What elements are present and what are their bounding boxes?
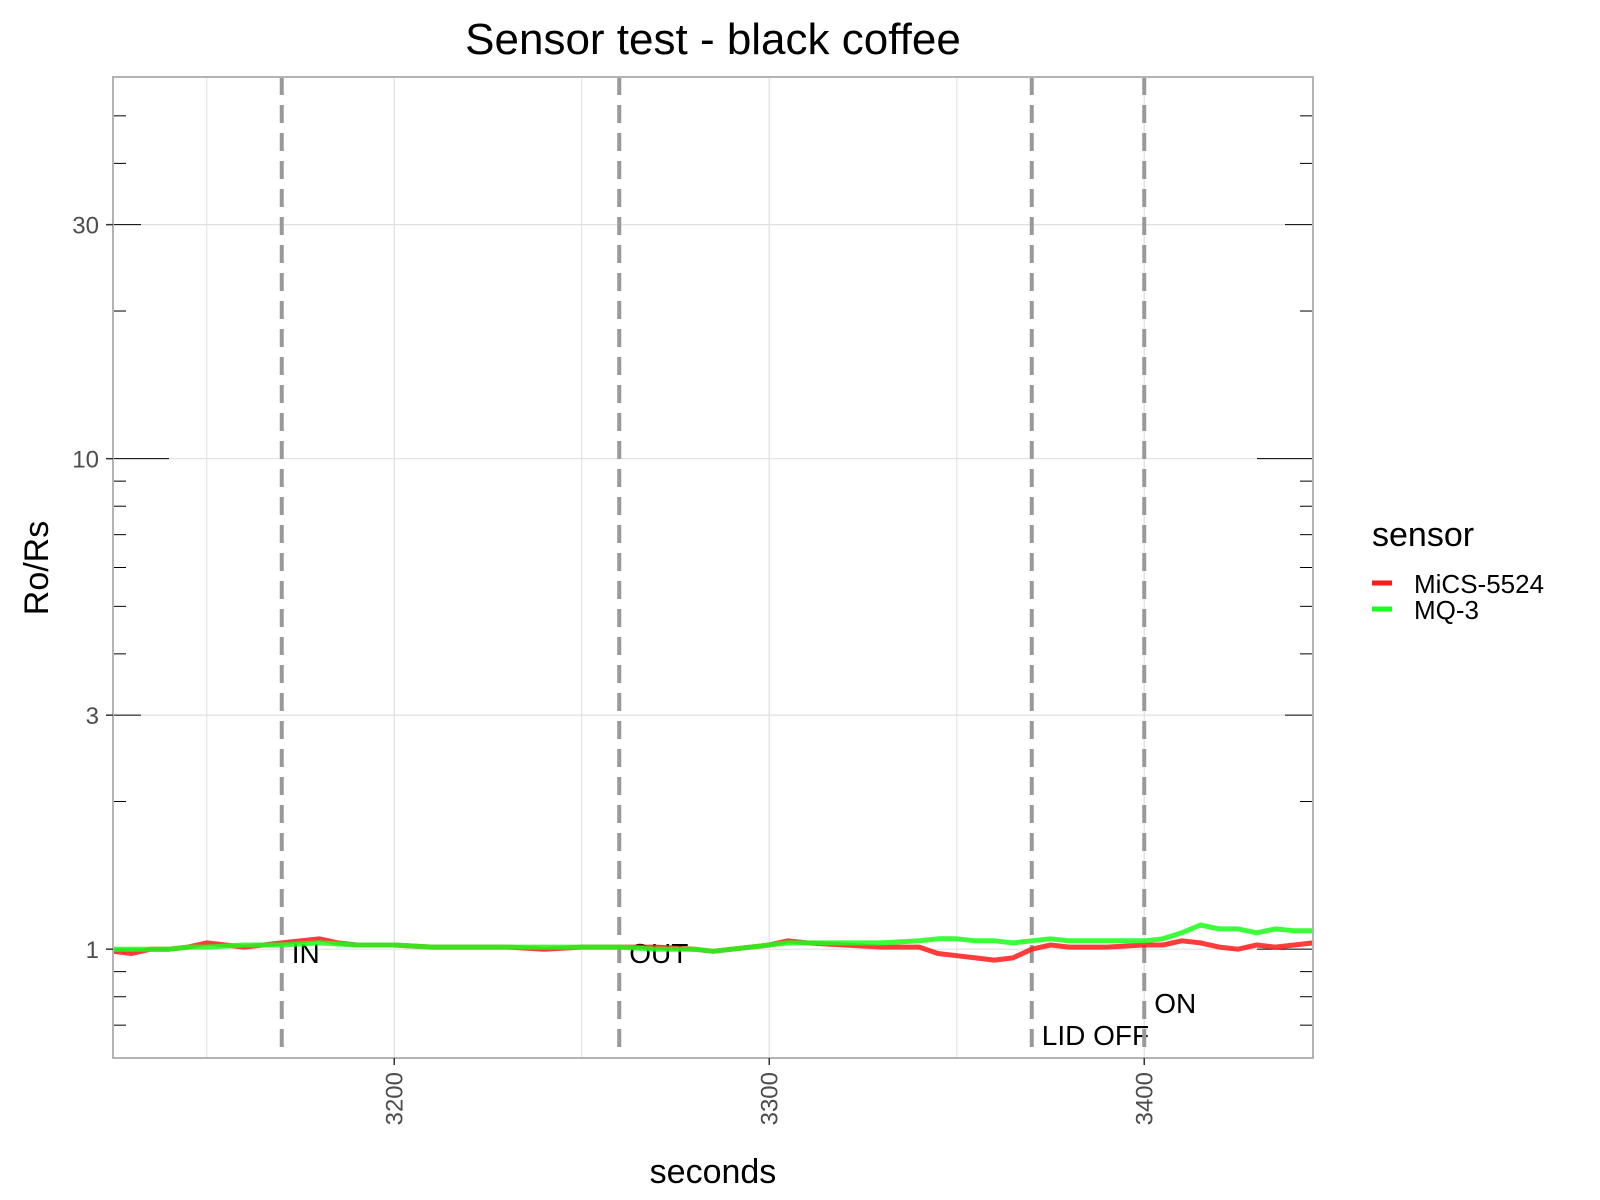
x-tick-labels: 3200 3300 3400 bbox=[381, 1058, 1158, 1125]
y-tick-label: 10 bbox=[72, 447, 99, 474]
y-axis-title: Ro/Rs bbox=[18, 521, 56, 615]
y-tick-label: 3 bbox=[86, 703, 99, 730]
series-line-mq-3 bbox=[113, 922, 1313, 954]
x-tick-label: 3300 bbox=[756, 1072, 783, 1125]
x-tick-label: 3400 bbox=[1131, 1072, 1158, 1125]
legend-title: sensor bbox=[1372, 516, 1474, 554]
legend-label: MQ-3 bbox=[1414, 595, 1479, 625]
x-axis-title: seconds bbox=[650, 1153, 777, 1191]
chart-title: Sensor test - black coffee bbox=[465, 15, 961, 64]
panel-border bbox=[112, 76, 1314, 1059]
x-tick-label: 3200 bbox=[381, 1072, 408, 1125]
y-tick-label: 30 bbox=[72, 213, 99, 240]
legend-label: MiCS-5524 bbox=[1414, 569, 1544, 599]
event-label: LID OFF bbox=[1042, 1020, 1149, 1051]
grid bbox=[113, 77, 1313, 1058]
y-tick-labels: 1 3 10 30 bbox=[72, 213, 113, 964]
series-lines bbox=[112, 922, 1314, 963]
y-tick-label: 1 bbox=[86, 937, 99, 964]
event-label: ON bbox=[1154, 988, 1196, 1019]
event-label: OUT bbox=[629, 938, 688, 969]
